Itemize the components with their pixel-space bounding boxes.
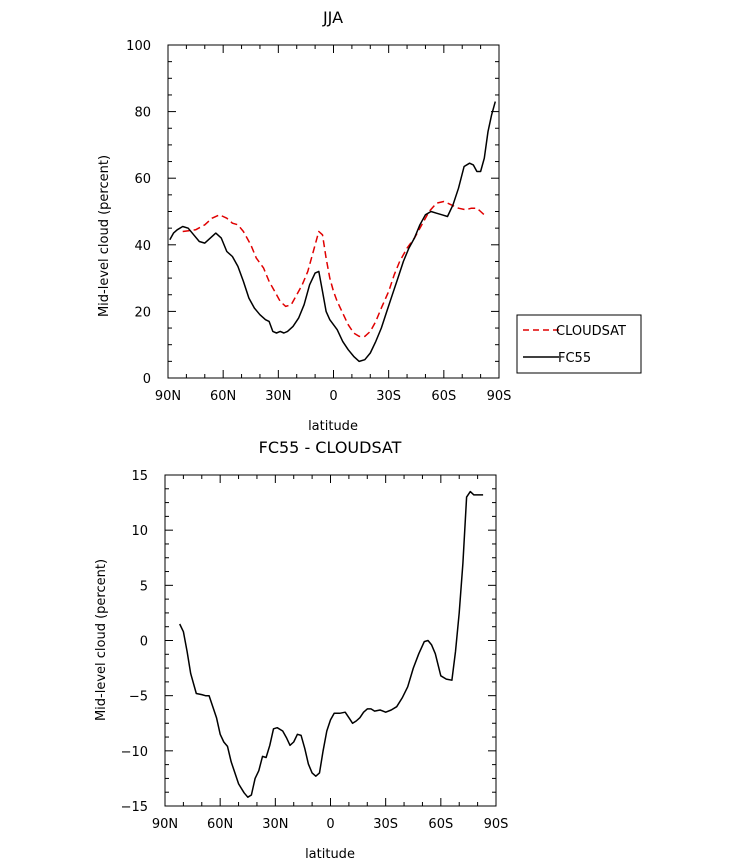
x-tick-label: 60S — [431, 389, 456, 404]
axis-ticks: 90N 60N 30N 0 30S 60S 90S −15 −10 −5 0 5 10 15 — [121, 469, 509, 832]
x-tick-label: 30S — [376, 389, 401, 404]
series-line-difference — [179, 490, 484, 798]
x-tick-label: 0 — [326, 817, 334, 832]
y-axis-label: Mid-level cloud (percent) — [97, 155, 112, 317]
series-line-cloudsat — [182, 200, 485, 338]
x-tick-label: 30N — [262, 817, 288, 832]
y-tick-label: 80 — [134, 106, 151, 121]
chart-panel-difference: FC55 - CLOUDSAT 90N 60N 30N 0 30S 60S 90S −15 −1… — [94, 438, 508, 862]
x-tick-label: 90N — [152, 817, 178, 832]
legend: CLOUDSAT FC55 — [516, 314, 642, 374]
y-tick-label: −5 — [129, 690, 148, 705]
y-tick-label: 100 — [126, 39, 151, 54]
y-axis-label: Mid-level cloud (percent) — [94, 559, 109, 721]
x-tick-label: 30N — [265, 389, 291, 404]
x-tick-label: 60S — [428, 817, 453, 832]
x-tick-label: 60N — [210, 389, 236, 404]
series-line-fc55 — [169, 101, 497, 363]
y-tick-label: −10 — [121, 745, 148, 760]
x-axis-label: latitude — [308, 419, 358, 434]
x-tick-label: 60N — [207, 817, 233, 832]
chart-title: FC55 - CLOUDSAT — [259, 438, 402, 457]
x-tick-label: 0 — [329, 389, 337, 404]
y-tick-label: 60 — [134, 172, 151, 187]
x-tick-label: 90S — [487, 389, 512, 404]
y-tick-label: 40 — [134, 239, 151, 254]
y-tick-label: 10 — [131, 524, 148, 539]
y-tick-label: 20 — [134, 305, 151, 320]
chart-panel-jja: JJA 90N 60N 30N 0 30S 60S 90S 0 20 40 60 80 100 lati… — [97, 8, 642, 434]
y-tick-label: 0 — [140, 635, 148, 650]
x-tick-label: 90S — [484, 817, 509, 832]
legend-label-fc55: FC55 — [558, 351, 591, 366]
y-tick-label: 0 — [143, 372, 151, 387]
legend-label-cloudsat: CLOUDSAT — [556, 324, 626, 339]
y-tick-label: −15 — [121, 800, 148, 815]
series-lines — [179, 490, 484, 798]
x-tick-label: 90N — [155, 389, 181, 404]
x-tick-label: 30S — [373, 817, 398, 832]
y-tick-label: 15 — [131, 469, 148, 484]
axis-ticks: 90N 60N 30N 0 30S 60S 90S 0 20 40 60 80 100 — [126, 39, 511, 404]
x-axis-label: latitude — [305, 847, 355, 862]
legend-box — [516, 314, 642, 374]
series-lines — [169, 101, 497, 363]
y-tick-label: 5 — [140, 579, 148, 594]
plot-frame — [164, 474, 497, 807]
chart-title: JJA — [322, 8, 343, 27]
